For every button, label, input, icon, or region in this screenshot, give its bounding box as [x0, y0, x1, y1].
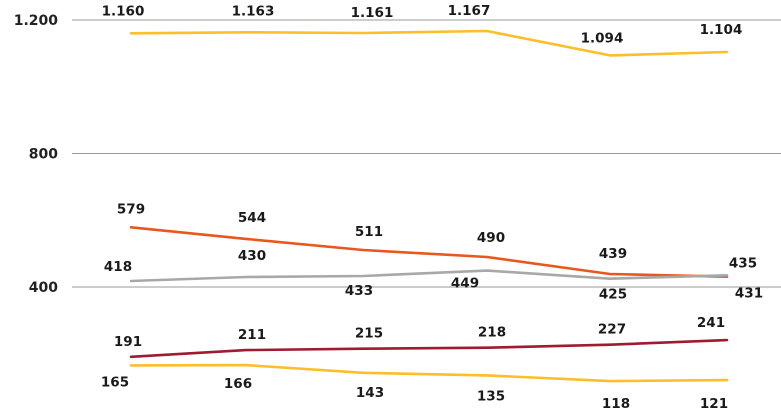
- data-label-gray: 425: [599, 287, 627, 303]
- data-label-yellow_top: 1.104: [700, 22, 743, 38]
- data-label-yellow_bottom: 118: [602, 396, 630, 412]
- series-line-yellow_top: [129, 29, 729, 57]
- data-label-maroon: 211: [238, 327, 266, 343]
- data-label-yellow_top: 1.094: [581, 30, 624, 46]
- data-label-yellow_bottom: 143: [356, 385, 384, 401]
- data-label-yellow_bottom: 166: [224, 376, 252, 392]
- data-label-gray: 449: [451, 276, 479, 292]
- data-labels: 1.160 1.163 1.161 1.167 1.094 1.104 579 544 511 4…: [101, 3, 763, 412]
- y-tick-label: 1.200: [14, 13, 59, 29]
- data-label-yellow_bottom: 135: [477, 388, 505, 404]
- data-label-yellow_top: 1.163: [232, 3, 275, 19]
- y-axis-tick-labels: 400 800 1.200: [14, 13, 59, 296]
- data-label-yellow_top: 1.161: [351, 5, 394, 21]
- data-label-gray: 418: [104, 259, 132, 275]
- series-lines: [129, 29, 729, 383]
- data-label-maroon: 241: [697, 315, 725, 331]
- data-label-orange: 431: [735, 286, 763, 302]
- y-tick-label: 400: [29, 280, 58, 296]
- series-line-gray: [129, 269, 729, 283]
- data-label-maroon: 227: [598, 322, 626, 338]
- gridlines: [72, 19, 781, 288]
- y-tick-label: 800: [29, 147, 58, 163]
- data-label-yellow_top: 1.160: [102, 3, 145, 19]
- data-label-maroon: 191: [114, 334, 142, 350]
- series-line-yellow_bottom: [129, 363, 729, 383]
- data-label-yellow_top: 1.167: [448, 3, 491, 19]
- data-label-maroon: 215: [355, 326, 383, 342]
- data-label-yellow_bottom: 121: [700, 396, 728, 412]
- data-label-orange: 439: [599, 246, 627, 262]
- data-label-orange: 579: [117, 201, 145, 217]
- data-label-orange: 511: [355, 224, 383, 240]
- data-label-gray: 433: [345, 283, 373, 299]
- series-line-maroon: [129, 338, 729, 359]
- data-label-orange: 544: [238, 210, 266, 226]
- data-label-gray: 435: [729, 255, 757, 271]
- data-label-yellow_bottom: 165: [101, 374, 129, 390]
- data-label-maroon: 218: [478, 325, 506, 341]
- series-line-orange: [129, 226, 729, 279]
- data-label-orange: 490: [477, 230, 505, 246]
- data-label-gray: 430: [238, 248, 266, 264]
